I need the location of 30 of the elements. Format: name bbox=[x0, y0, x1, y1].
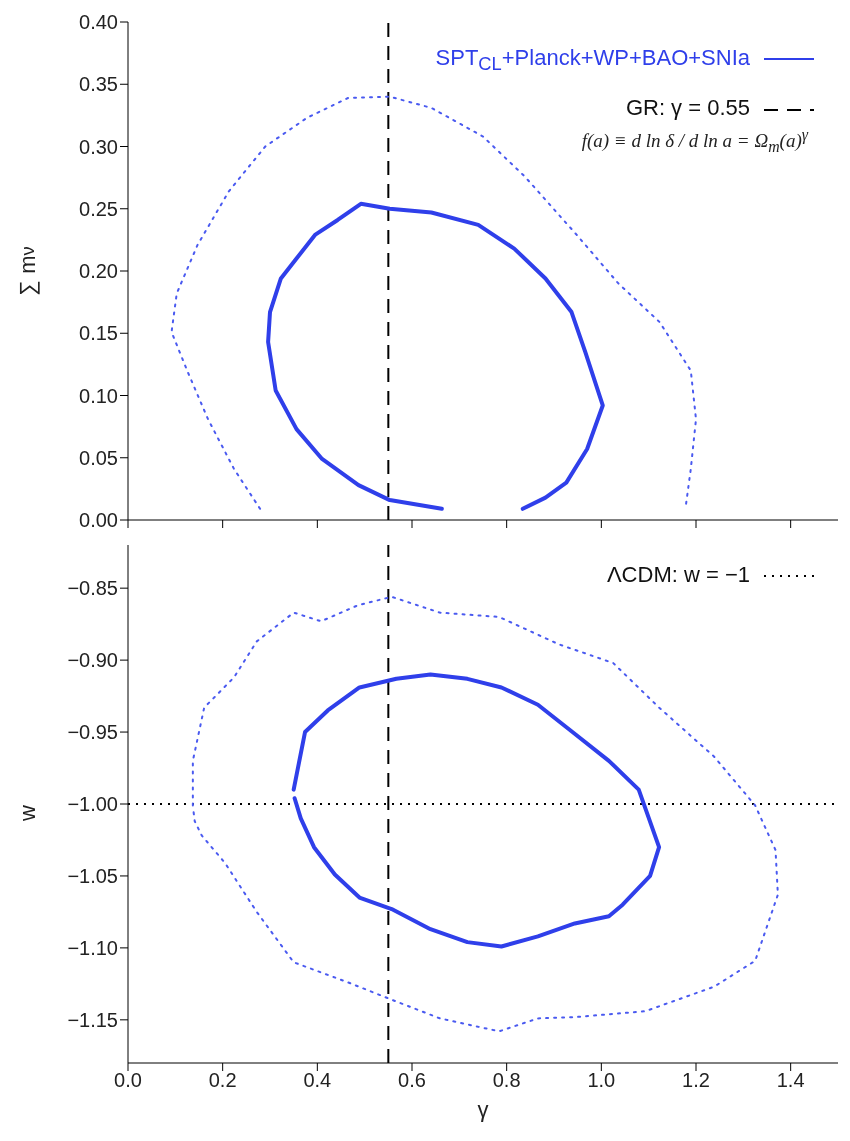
x-tick-label: 0.6 bbox=[398, 1069, 426, 1092]
y-tick-label: −1.05 bbox=[67, 865, 118, 888]
x-tick-label: 1.2 bbox=[682, 1069, 710, 1092]
legend-label: ΛCDM: w = −1 bbox=[606, 562, 750, 587]
y-tick-label: −1.00 bbox=[67, 793, 118, 816]
x-tick-label: 0.2 bbox=[208, 1069, 237, 1092]
x-tick-label: 1.4 bbox=[776, 1069, 805, 1092]
y-axis-title: w bbox=[14, 804, 41, 823]
y-tick-label: −0.85 bbox=[67, 577, 118, 600]
y-tick-label: 0.10 bbox=[79, 384, 118, 407]
y-tick-label: −0.95 bbox=[67, 721, 118, 744]
y-tick-label: 0.25 bbox=[79, 197, 118, 220]
y-tick-label: 0.05 bbox=[79, 446, 118, 469]
y-tick-label: 0.40 bbox=[79, 11, 118, 34]
y-tick-label: −0.90 bbox=[67, 649, 118, 672]
y-tick-label: 0.30 bbox=[79, 135, 118, 158]
x-tick-label: 0.4 bbox=[303, 1069, 332, 1092]
legend-label: SPT$_{CL}$+Planck+WP+BAO+SNIa bbox=[435, 45, 750, 75]
y-tick-label: 0.20 bbox=[79, 260, 118, 283]
y-tick-label: −1.15 bbox=[67, 1008, 118, 1031]
x-tick-label: 1.0 bbox=[587, 1069, 616, 1092]
y-tick-label: 0.00 bbox=[79, 509, 118, 532]
x-tick-label: 0.0 bbox=[114, 1069, 142, 1092]
annotation: f(a) ≡ d ln δ / d ln a = Ω$_{m}$(a)$^{γ}$ bbox=[581, 126, 808, 157]
x-axis-title: γ bbox=[476, 1097, 490, 1123]
ref-line-label: GR: γ = 0.55 bbox=[625, 95, 750, 121]
y-tick-label: −1.10 bbox=[67, 936, 118, 959]
y-tick-label: 0.35 bbox=[79, 73, 118, 96]
x-tick-label: 0.8 bbox=[492, 1069, 521, 1092]
y-tick-label: 0.15 bbox=[79, 322, 118, 345]
